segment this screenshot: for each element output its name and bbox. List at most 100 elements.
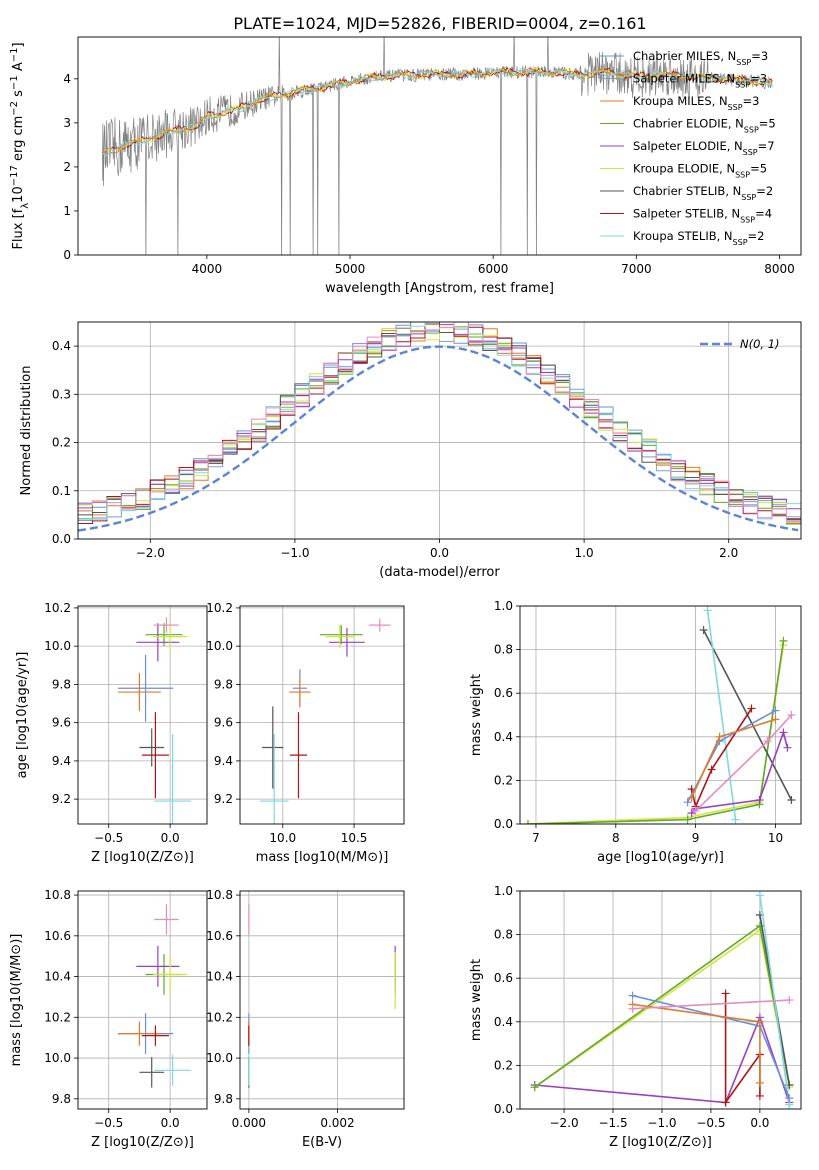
legend-label: Kroupa ELODIE, NSSP=5: [633, 162, 767, 180]
y-tick-label: 10.6: [206, 929, 233, 943]
histogram-step: [78, 322, 801, 522]
weight-line: [759, 895, 791, 1105]
x-tick-label: 0.002: [320, 1116, 354, 1130]
weight-line: [527, 645, 785, 824]
y-tick-label: 0.0: [494, 1102, 513, 1116]
plot-area: [117, 904, 192, 1088]
y-tick-label: 9.6: [52, 716, 71, 730]
y-tick-label: 10.6: [44, 929, 71, 943]
y-tick-label: 0.2: [52, 436, 71, 450]
weight-marker: [785, 996, 794, 1004]
legend-label: Chabrier STELIB, NSSP=2: [633, 184, 773, 202]
weight-marker: [683, 798, 692, 807]
y-tick-label: 0.4: [494, 730, 513, 744]
y-tick-label: 1.0: [494, 599, 513, 613]
weight-marker: [785, 1094, 794, 1103]
weight-marker: [707, 765, 716, 774]
axes-frame: [77, 890, 208, 1110]
x-axis-label: age [log10(age/yr)]: [597, 850, 724, 865]
y-tick-label: 10.0: [44, 639, 71, 653]
x-axis-label: Z [log10(Z/Z⊙)]: [609, 1135, 712, 1150]
mass_weight_vs_age-panel: 7 8 9 10 0.0 0.2 0.4 0.6 0.8 1.0 age [log10(age/yr…: [469, 599, 802, 865]
y-tick-label: 9.8: [52, 677, 71, 691]
y-tick-label: 10.2: [206, 601, 233, 615]
weight-marker: [628, 991, 637, 1000]
x-tick-label: −1.0: [647, 1116, 676, 1130]
y-tick-label: 0.3: [52, 387, 71, 401]
axes-frame: [519, 890, 802, 1110]
y-tick-label: 9.8: [214, 1092, 233, 1106]
y-tick-label: 10.2: [206, 1010, 233, 1024]
y-tick-label: 0.2: [494, 1058, 513, 1072]
spectrum-panel: 4000 5000 6000 7000 8000 0 1 2 3 4 wavelength [Ang…: [9, 36, 802, 296]
weight-line: [706, 610, 737, 820]
weight-marker: [687, 793, 696, 802]
y-tick-label: 9.2: [52, 792, 71, 806]
weight-marker: [763, 737, 772, 746]
weight-marker: [755, 1078, 764, 1087]
x-tick-label: −0.5: [94, 1116, 123, 1130]
x-tick-label: 7: [532, 831, 540, 845]
plot-area: [117, 617, 192, 824]
y-tick-label: 0.2: [494, 773, 513, 787]
x-tick-label: 8000: [764, 262, 795, 276]
x-tick-label: −0.5: [94, 831, 123, 845]
y-tick-label: 9.8: [214, 677, 233, 691]
weight-line: [690, 708, 753, 810]
x-tick-label: 2.0: [719, 546, 738, 560]
weight-marker: [715, 732, 724, 741]
plot-area: [248, 904, 396, 1088]
y-tick-label: 9.8: [52, 1092, 71, 1106]
y-tick-label: 10.4: [206, 970, 233, 984]
y-tick-label: 9.6: [214, 716, 233, 730]
y-tick-label: 2: [63, 160, 71, 174]
y-tick-label: 3: [63, 116, 71, 130]
legend-label: Kroupa STELIB, NSSP=2: [633, 229, 764, 247]
age_vs_Z-panel: −0.5 0.0 9.2 9.4 9.6 9.8 10.0 10.2 Z [log10(Z/Z⊙…: [15, 601, 208, 865]
weight-marker: [755, 1017, 764, 1026]
y-axis-label: Normed distribution: [19, 366, 34, 496]
mass_weight_vs_Z-panel: −2.0 −1.5 −1.0 −0.5 0.0 0.0 0.2 0.4 0.6 0.8 1.0 Z […: [469, 884, 802, 1150]
weight-marker: [628, 1004, 637, 1013]
x-axis-label: Z [log10(Z/Z⊙)]: [91, 1135, 194, 1150]
y-tick-label: 9.2: [214, 792, 233, 806]
y-tick-label: 10.8: [44, 888, 71, 902]
plot-area: [101, 37, 773, 255]
x-tick-label: 8: [612, 831, 620, 845]
x-axis-label: (data-model)/error: [379, 565, 500, 580]
figure-title: PLATE=1024, MJD=52826, FIBERID=0004, z=0…: [233, 14, 646, 33]
y-axis-label: Flux [fλ10−17 erg cm−2 s−1 A−1]: [9, 42, 31, 249]
axes-frame: [239, 890, 405, 1110]
x-tick-label: 10.0: [269, 831, 296, 845]
plot-area: [259, 618, 391, 824]
y-tick-label: 0.0: [52, 532, 71, 546]
mass_vs_ebv-panel: 0.000 0.002 9.8 10.0 10.2 10.4 10.6 10.8 E(B-V): [206, 888, 405, 1150]
y-tick-label: 0.1: [52, 484, 71, 498]
x-tick-label: 7000: [621, 262, 652, 276]
x-tick-label: 0.0: [430, 546, 449, 560]
weight-line: [632, 1003, 761, 1083]
y-tick-label: 0.6: [494, 686, 513, 700]
axes-frame: [77, 605, 208, 825]
y-tick-label: 10.4: [44, 970, 71, 984]
legend-label: Kroupa MILES, NSSP=3: [633, 94, 759, 112]
normal-curve: [78, 345, 799, 532]
y-tick-label: 10.0: [206, 1051, 233, 1065]
histogram-step: [78, 322, 801, 524]
legend-label: Salpeter STELIB, NSSP=4: [633, 207, 772, 225]
y-tick-label: 0.8: [494, 928, 513, 942]
weight-marker: [755, 1091, 764, 1100]
legend-label: Chabrier MILES, NSSP=3: [633, 49, 768, 67]
x-tick-label: 10: [768, 831, 783, 845]
y-tick-label: 0: [63, 248, 71, 262]
legend: Chabrier MILES, NSSP=3 Salpeter MILES, NS…: [600, 49, 776, 247]
mass_vs_Z-panel: −0.5 0.0 9.8 10.0 10.2 10.4 10.6 10.8 Z [log10(Z…: [9, 888, 208, 1150]
x-axis-label: Z [log10(Z/Z⊙)]: [91, 850, 194, 865]
y-axis-label: age [log10(age/yr)]: [15, 652, 30, 779]
y-tick-label: 10.2: [44, 601, 71, 615]
x-axis-label: E(B-V): [302, 1135, 342, 1150]
x-tick-label: −1.5: [598, 1116, 627, 1130]
axes-frame: [77, 36, 802, 256]
weight-line: [724, 993, 761, 1105]
